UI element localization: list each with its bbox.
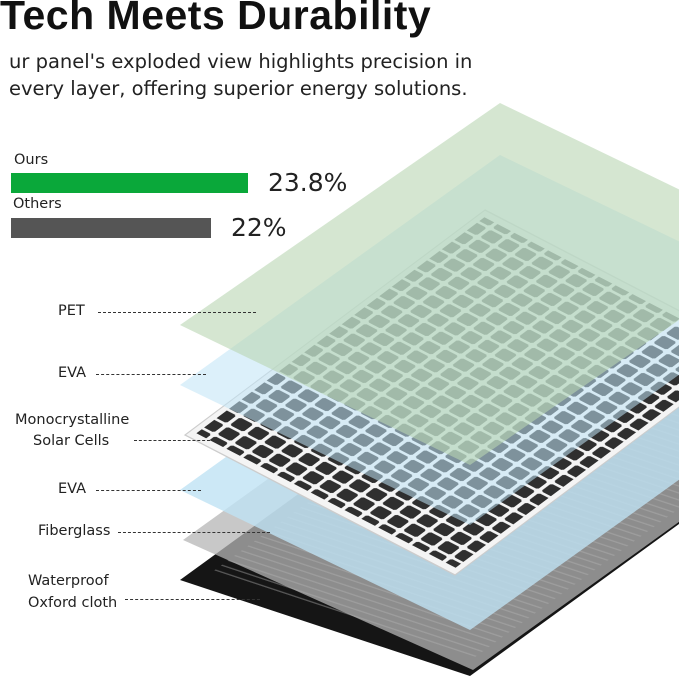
subtitle: ur panel's exploded view highlights prec…: [9, 50, 473, 100]
others-bar: [11, 218, 211, 238]
eva-lower-label: EVA: [58, 481, 87, 497]
ours-label: Ours: [14, 152, 49, 168]
oxford-leader-line: [125, 599, 260, 600]
fiberglass-label: Fiberglass: [38, 523, 111, 539]
pet-label: PET: [58, 303, 85, 319]
oxford-label-line1: Waterproof: [28, 573, 109, 589]
page-title: Tech Meets Durability: [0, 0, 432, 38]
cells-leader-line: [134, 440, 210, 441]
pet-leader-line: [98, 312, 256, 313]
others-label: Others: [13, 196, 62, 212]
oxford-label-line2: Oxford cloth: [28, 595, 118, 611]
others-value: 22%: [231, 213, 287, 242]
cells-label-line2: Solar Cells: [33, 433, 110, 449]
eva-upper-leader-line: [96, 374, 206, 375]
pet-layer: [180, 103, 679, 465]
ours-value: 23.8%: [268, 168, 348, 197]
ours-bar: [11, 173, 248, 193]
fiberglass-leader-line: [118, 532, 270, 533]
cells-label-line1: Monocrystalline: [15, 412, 130, 428]
eva-lower-leader-line: [96, 490, 201, 491]
eva-upper-label: EVA: [58, 365, 87, 381]
